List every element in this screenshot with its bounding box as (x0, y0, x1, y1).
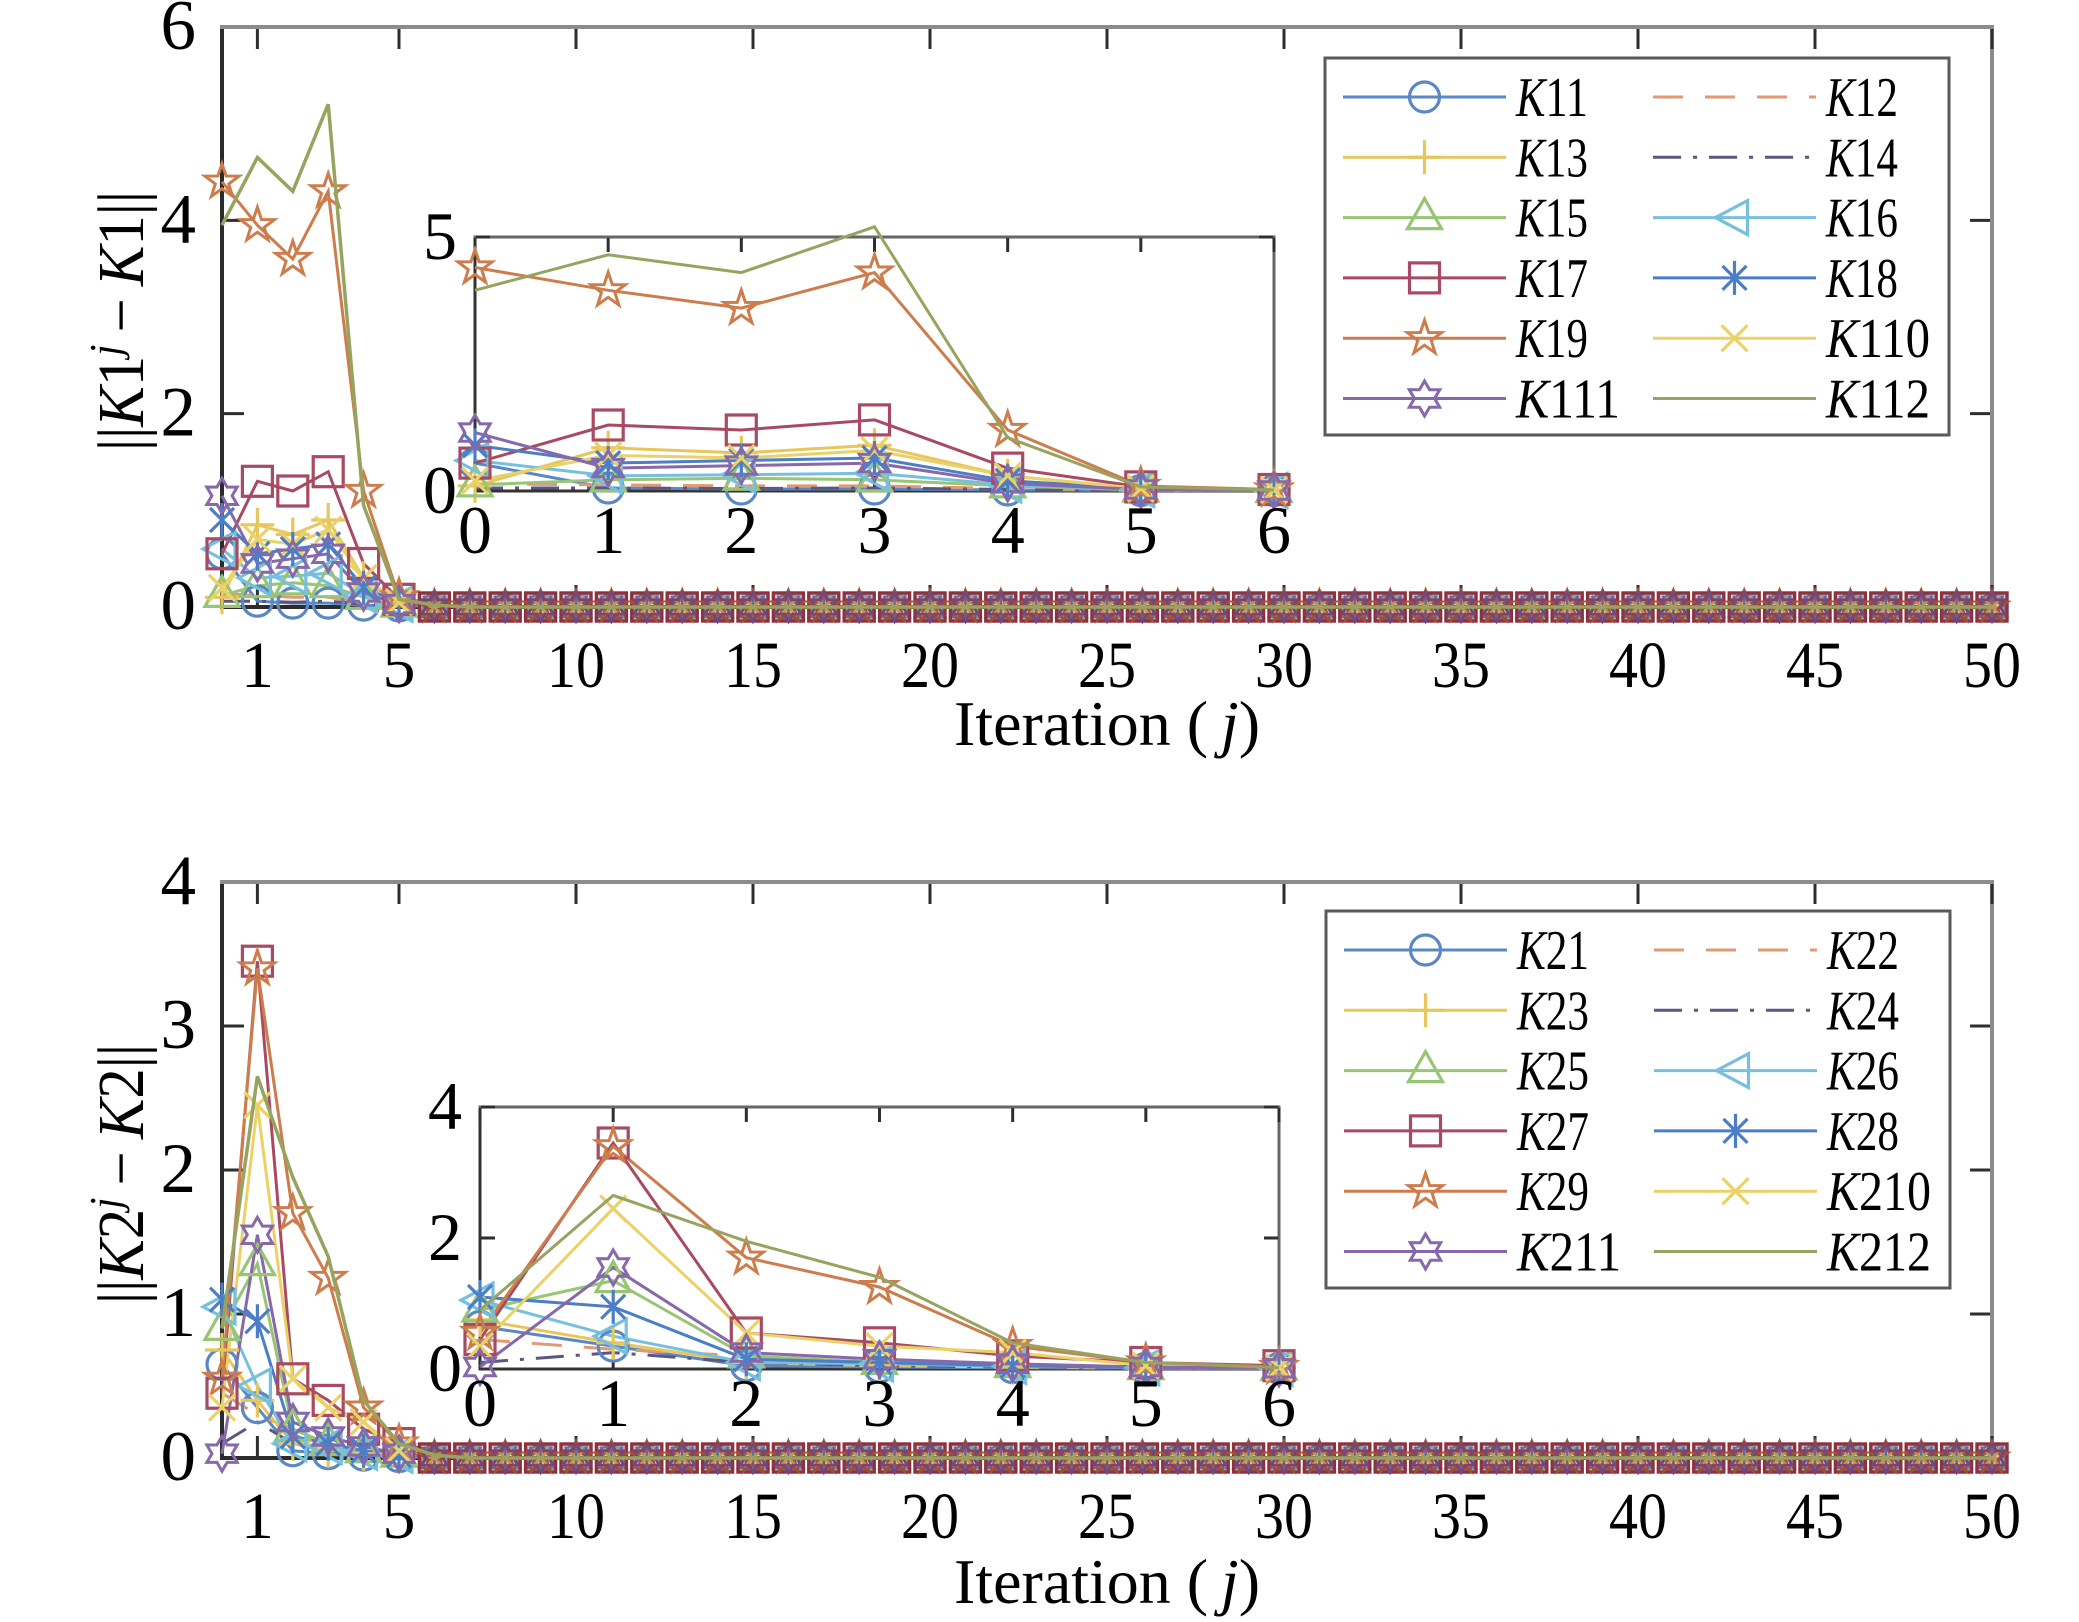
svg-text:10: 10 (547, 629, 605, 702)
svg-text:4: 4 (428, 1068, 462, 1144)
svg-text:6: 6 (161, 0, 197, 65)
svg-text:||K1j − K1||: ||K1j − K1|| (81, 191, 158, 451)
svg-text:45: 45 (1786, 1480, 1844, 1553)
svg-text:K14: K14 (1825, 127, 1898, 189)
svg-text:35: 35 (1432, 1480, 1490, 1553)
svg-text:25: 25 (1078, 629, 1136, 702)
svg-text:45: 45 (1786, 629, 1844, 702)
svg-text:30: 30 (1255, 1480, 1313, 1553)
svg-text:2: 2 (161, 1130, 197, 1208)
svg-text:K210: K210 (1826, 1161, 1931, 1223)
svg-text:K27: K27 (1516, 1101, 1589, 1163)
svg-text:1: 1 (241, 629, 274, 702)
svg-text:5: 5 (383, 629, 416, 702)
svg-text:5: 5 (423, 198, 457, 274)
svg-text:3: 3 (161, 986, 197, 1064)
svg-text:6: 6 (1262, 1365, 1296, 1441)
svg-text:4: 4 (991, 492, 1025, 568)
svg-text:5: 5 (1124, 492, 1158, 568)
svg-text:0: 0 (161, 567, 197, 645)
svg-text:30: 30 (1255, 629, 1313, 702)
svg-text:K13: K13 (1515, 127, 1588, 189)
svg-text:K26: K26 (1826, 1041, 1899, 1103)
svg-text:5: 5 (383, 1480, 416, 1553)
svg-text:3: 3 (863, 1365, 897, 1441)
svg-text:K211: K211 (1516, 1222, 1621, 1284)
svg-text:15: 15 (724, 629, 782, 702)
svg-text:K18: K18 (1825, 248, 1898, 310)
svg-text:K111: K111 (1515, 369, 1620, 431)
svg-text:10: 10 (547, 1480, 605, 1553)
svg-text:Iteration ( j): Iteration ( j) (954, 1546, 1260, 1617)
svg-text:20: 20 (901, 629, 959, 702)
svg-text:2: 2 (161, 374, 197, 452)
svg-text:3: 3 (858, 492, 892, 568)
svg-text:4: 4 (161, 842, 197, 920)
svg-text:K16: K16 (1825, 188, 1898, 250)
svg-text:40: 40 (1609, 1480, 1667, 1553)
svg-text:2: 2 (428, 1199, 462, 1275)
svg-text:50: 50 (1963, 1480, 2021, 1553)
svg-text:0: 0 (423, 452, 457, 528)
svg-text:25: 25 (1078, 1480, 1136, 1553)
svg-text:K12: K12 (1825, 67, 1898, 129)
svg-text:K112: K112 (1825, 369, 1930, 431)
svg-text:K19: K19 (1515, 308, 1588, 370)
svg-text:K21: K21 (1516, 920, 1589, 982)
svg-text:1: 1 (591, 492, 625, 568)
svg-text:1: 1 (241, 1480, 274, 1553)
svg-text:40: 40 (1609, 629, 1667, 702)
svg-text:K22: K22 (1826, 920, 1899, 982)
svg-text:0: 0 (428, 1330, 462, 1406)
svg-text:K110: K110 (1825, 308, 1930, 370)
svg-text:50: 50 (1963, 629, 2021, 702)
svg-text:K28: K28 (1826, 1101, 1899, 1163)
svg-text:K17: K17 (1515, 248, 1588, 310)
svg-text:4: 4 (161, 180, 197, 258)
svg-text:15: 15 (724, 1480, 782, 1553)
svg-text:K24: K24 (1826, 980, 1899, 1042)
svg-text:0: 0 (458, 492, 492, 568)
svg-text:6: 6 (1257, 492, 1291, 568)
svg-text:2: 2 (729, 1365, 763, 1441)
svg-text:1: 1 (596, 1365, 630, 1441)
svg-text:0: 0 (463, 1365, 497, 1441)
svg-text:35: 35 (1432, 629, 1490, 702)
svg-text:5: 5 (1129, 1365, 1163, 1441)
svg-text:K15: K15 (1515, 188, 1588, 250)
svg-text:4: 4 (996, 1365, 1030, 1441)
svg-text:Iteration ( j): Iteration ( j) (954, 688, 1260, 759)
svg-text:K23: K23 (1516, 980, 1589, 1042)
svg-text:K29: K29 (1516, 1161, 1589, 1223)
svg-text:1: 1 (161, 1274, 197, 1352)
svg-text:20: 20 (901, 1480, 959, 1553)
svg-text:K212: K212 (1826, 1222, 1931, 1284)
svg-text:0: 0 (161, 1418, 197, 1496)
svg-text:K25: K25 (1516, 1041, 1589, 1103)
svg-text:2: 2 (724, 492, 758, 568)
svg-text:K11: K11 (1515, 67, 1588, 129)
svg-text:||K2j − K2||: ||K2j − K2|| (81, 1044, 158, 1304)
